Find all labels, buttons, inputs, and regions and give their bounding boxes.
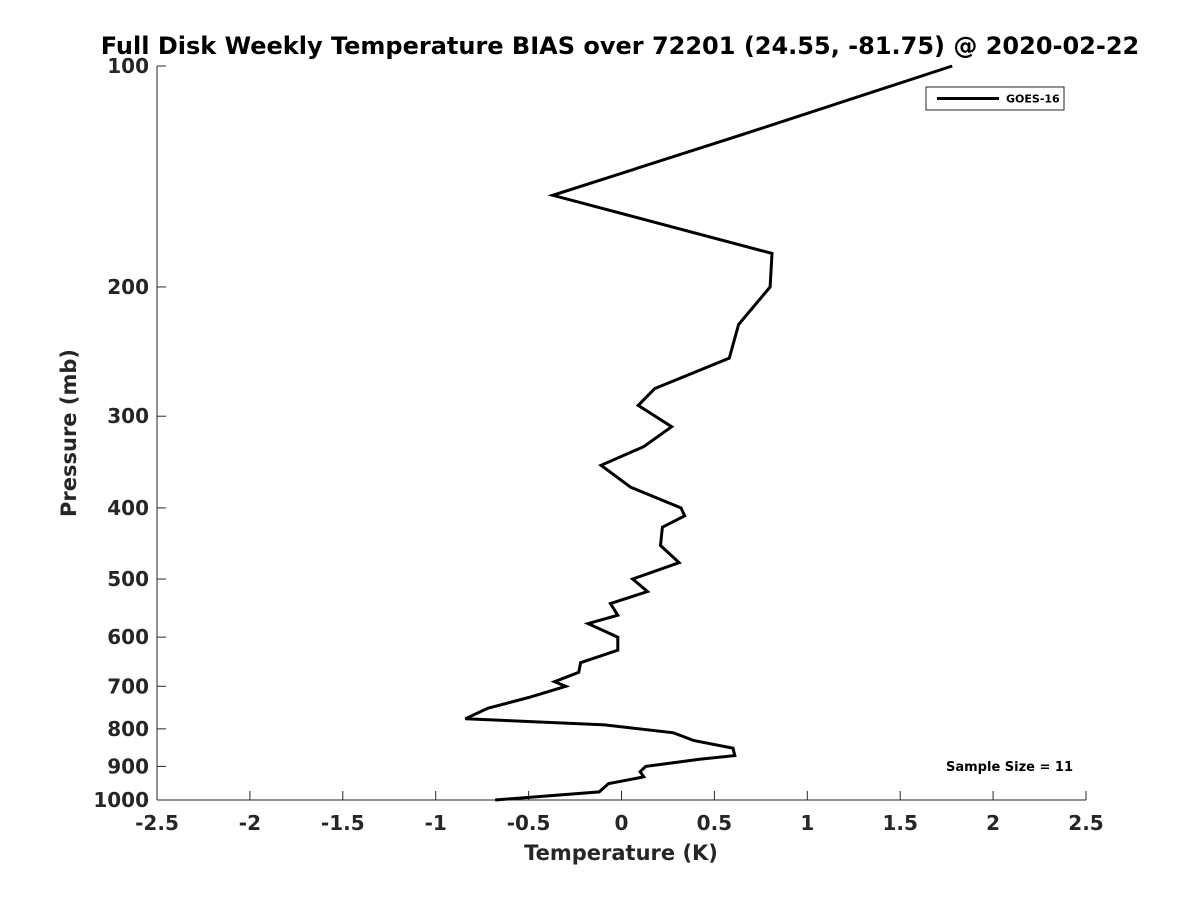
y-tick-label: 800 bbox=[107, 717, 149, 741]
x-tick-label: 1.5 bbox=[882, 811, 917, 835]
x-tick-label: 0 bbox=[615, 811, 629, 835]
y-tick-label: 300 bbox=[107, 404, 149, 428]
y-tick-label: 200 bbox=[107, 275, 149, 299]
legend-label-goes-16: GOES-16 bbox=[1006, 93, 1060, 106]
y-tick-label: 1000 bbox=[93, 788, 149, 812]
x-tick-label: 0.5 bbox=[697, 811, 732, 835]
y-tick-label: 500 bbox=[107, 567, 149, 591]
x-tick-label: -2.5 bbox=[135, 811, 179, 835]
legend: GOES-16 bbox=[925, 86, 1065, 111]
x-tick-label: 2.5 bbox=[1068, 811, 1103, 835]
y-tick-label: 700 bbox=[107, 674, 149, 698]
series-line-goes-16 bbox=[464, 64, 953, 802]
x-tick-label: -1.5 bbox=[321, 811, 365, 835]
x-tick-label: -1 bbox=[425, 811, 447, 835]
chart-title: Full Disk Weekly Temperature BIAS over 7… bbox=[101, 32, 1140, 60]
y-tick-label: 100 bbox=[107, 54, 149, 78]
y-axis-label: Pressure (mb) bbox=[57, 349, 81, 517]
x-tick-label: -2 bbox=[239, 811, 261, 835]
y-tick-label: 900 bbox=[107, 754, 149, 778]
series-layer bbox=[464, 64, 953, 802]
y-tick-label: 400 bbox=[107, 496, 149, 520]
sample-size-annotation: Sample Size = 11 bbox=[946, 760, 1073, 775]
x-tick-label: -0.5 bbox=[507, 811, 551, 835]
x-tick-label: 2 bbox=[986, 811, 1000, 835]
y-ticks: 100 200 300 400 500 600 700 800 900 1000 bbox=[93, 54, 166, 812]
y-tick-label: 600 bbox=[107, 625, 149, 649]
x-tick-label: 1 bbox=[800, 811, 814, 835]
axes bbox=[156, 66, 1086, 801]
x-axis-label: Temperature (K) bbox=[524, 841, 718, 865]
x-ticks: -2.5 -2 -1.5 -1 -0.5 0 0.5 1 1.5 2 2.5 bbox=[135, 791, 1104, 835]
